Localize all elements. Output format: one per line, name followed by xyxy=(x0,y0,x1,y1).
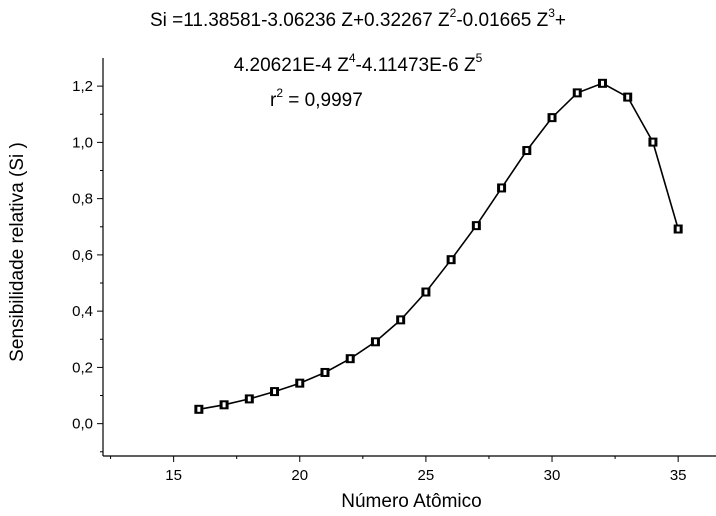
y-tick-label: 0,8 xyxy=(72,191,93,208)
equation-line-1-part-c: + xyxy=(554,10,567,31)
data-point-marker-highlight xyxy=(651,139,655,145)
data-point-marker-highlight xyxy=(222,402,226,408)
data-point-marker-highlight xyxy=(550,115,554,121)
data-point-marker-highlight xyxy=(525,148,529,154)
data-point-marker-highlight xyxy=(247,396,251,402)
equation-line-2-exponent-1: 4 xyxy=(348,51,356,65)
equation-line-1-part-a: Si =11.38581-3.06236 Z+0.32267 Z xyxy=(149,10,450,31)
x-tick-label: 15 xyxy=(165,467,182,484)
equation-line-2-part-a: 4.20621E-4 Z xyxy=(233,55,349,76)
equation-line-1-part-b: -0.01665 Z xyxy=(456,10,549,31)
data-point-marker-highlight xyxy=(273,389,277,395)
x-axis-title: Número Atômico xyxy=(341,491,481,512)
equation-line-1: Si =11.38581-3.06236 Z+0.32267 Z2-0.0166… xyxy=(0,7,716,32)
equation-line-2: 4.20621E-4 Z4-4.11473E-6 Z5 xyxy=(0,52,716,77)
x-tick-label: 35 xyxy=(670,467,687,484)
x-tick-label: 30 xyxy=(544,467,561,484)
r-squared-label: r2 = 0,9997 xyxy=(270,87,363,112)
data-point-marker-highlight xyxy=(676,226,680,232)
y-tick-label: 0,2 xyxy=(72,359,93,376)
data-point-marker-highlight xyxy=(348,356,352,362)
data-point-marker-highlight xyxy=(424,289,428,295)
data-point-marker-highlight xyxy=(626,94,630,100)
data-point-marker-highlight xyxy=(449,257,453,263)
y-tick-label: 0,0 xyxy=(72,416,93,433)
data-point-marker-highlight xyxy=(600,80,604,86)
data-point-marker-highlight xyxy=(575,90,579,96)
data-point-marker-highlight xyxy=(298,380,302,386)
y-tick-label: 0,6 xyxy=(72,247,93,264)
equation-line-2-part-b: -4.11473E-6 Z xyxy=(355,55,476,76)
equation-line-1-exponent-1: 2 xyxy=(449,6,457,20)
y-tick-label: 1,2 xyxy=(72,78,93,95)
x-tick-label: 20 xyxy=(291,467,308,484)
r-squared-value: = 0,9997 xyxy=(283,90,363,111)
data-point-marker-highlight xyxy=(474,223,478,229)
series-line xyxy=(198,82,679,411)
equation-line-2-exponent-2: 5 xyxy=(475,51,483,65)
r-squared-exponent: 2 xyxy=(276,86,284,100)
y-tick-label: 1,0 xyxy=(72,134,93,151)
data-point-marker-highlight xyxy=(323,369,327,375)
data-point-marker-highlight xyxy=(399,317,403,323)
data-point-marker-highlight xyxy=(373,339,377,345)
y-tick-label: 0,4 xyxy=(72,303,93,320)
r-squared-symbol: r xyxy=(270,90,277,111)
y-axis-title: Sensibilidade relativa (Si ) xyxy=(7,142,28,362)
data-point-marker-highlight xyxy=(197,406,201,412)
x-tick-label: 25 xyxy=(418,467,435,484)
equation-line-1-exponent-2: 3 xyxy=(548,6,555,20)
data-point-marker-highlight xyxy=(500,185,504,191)
